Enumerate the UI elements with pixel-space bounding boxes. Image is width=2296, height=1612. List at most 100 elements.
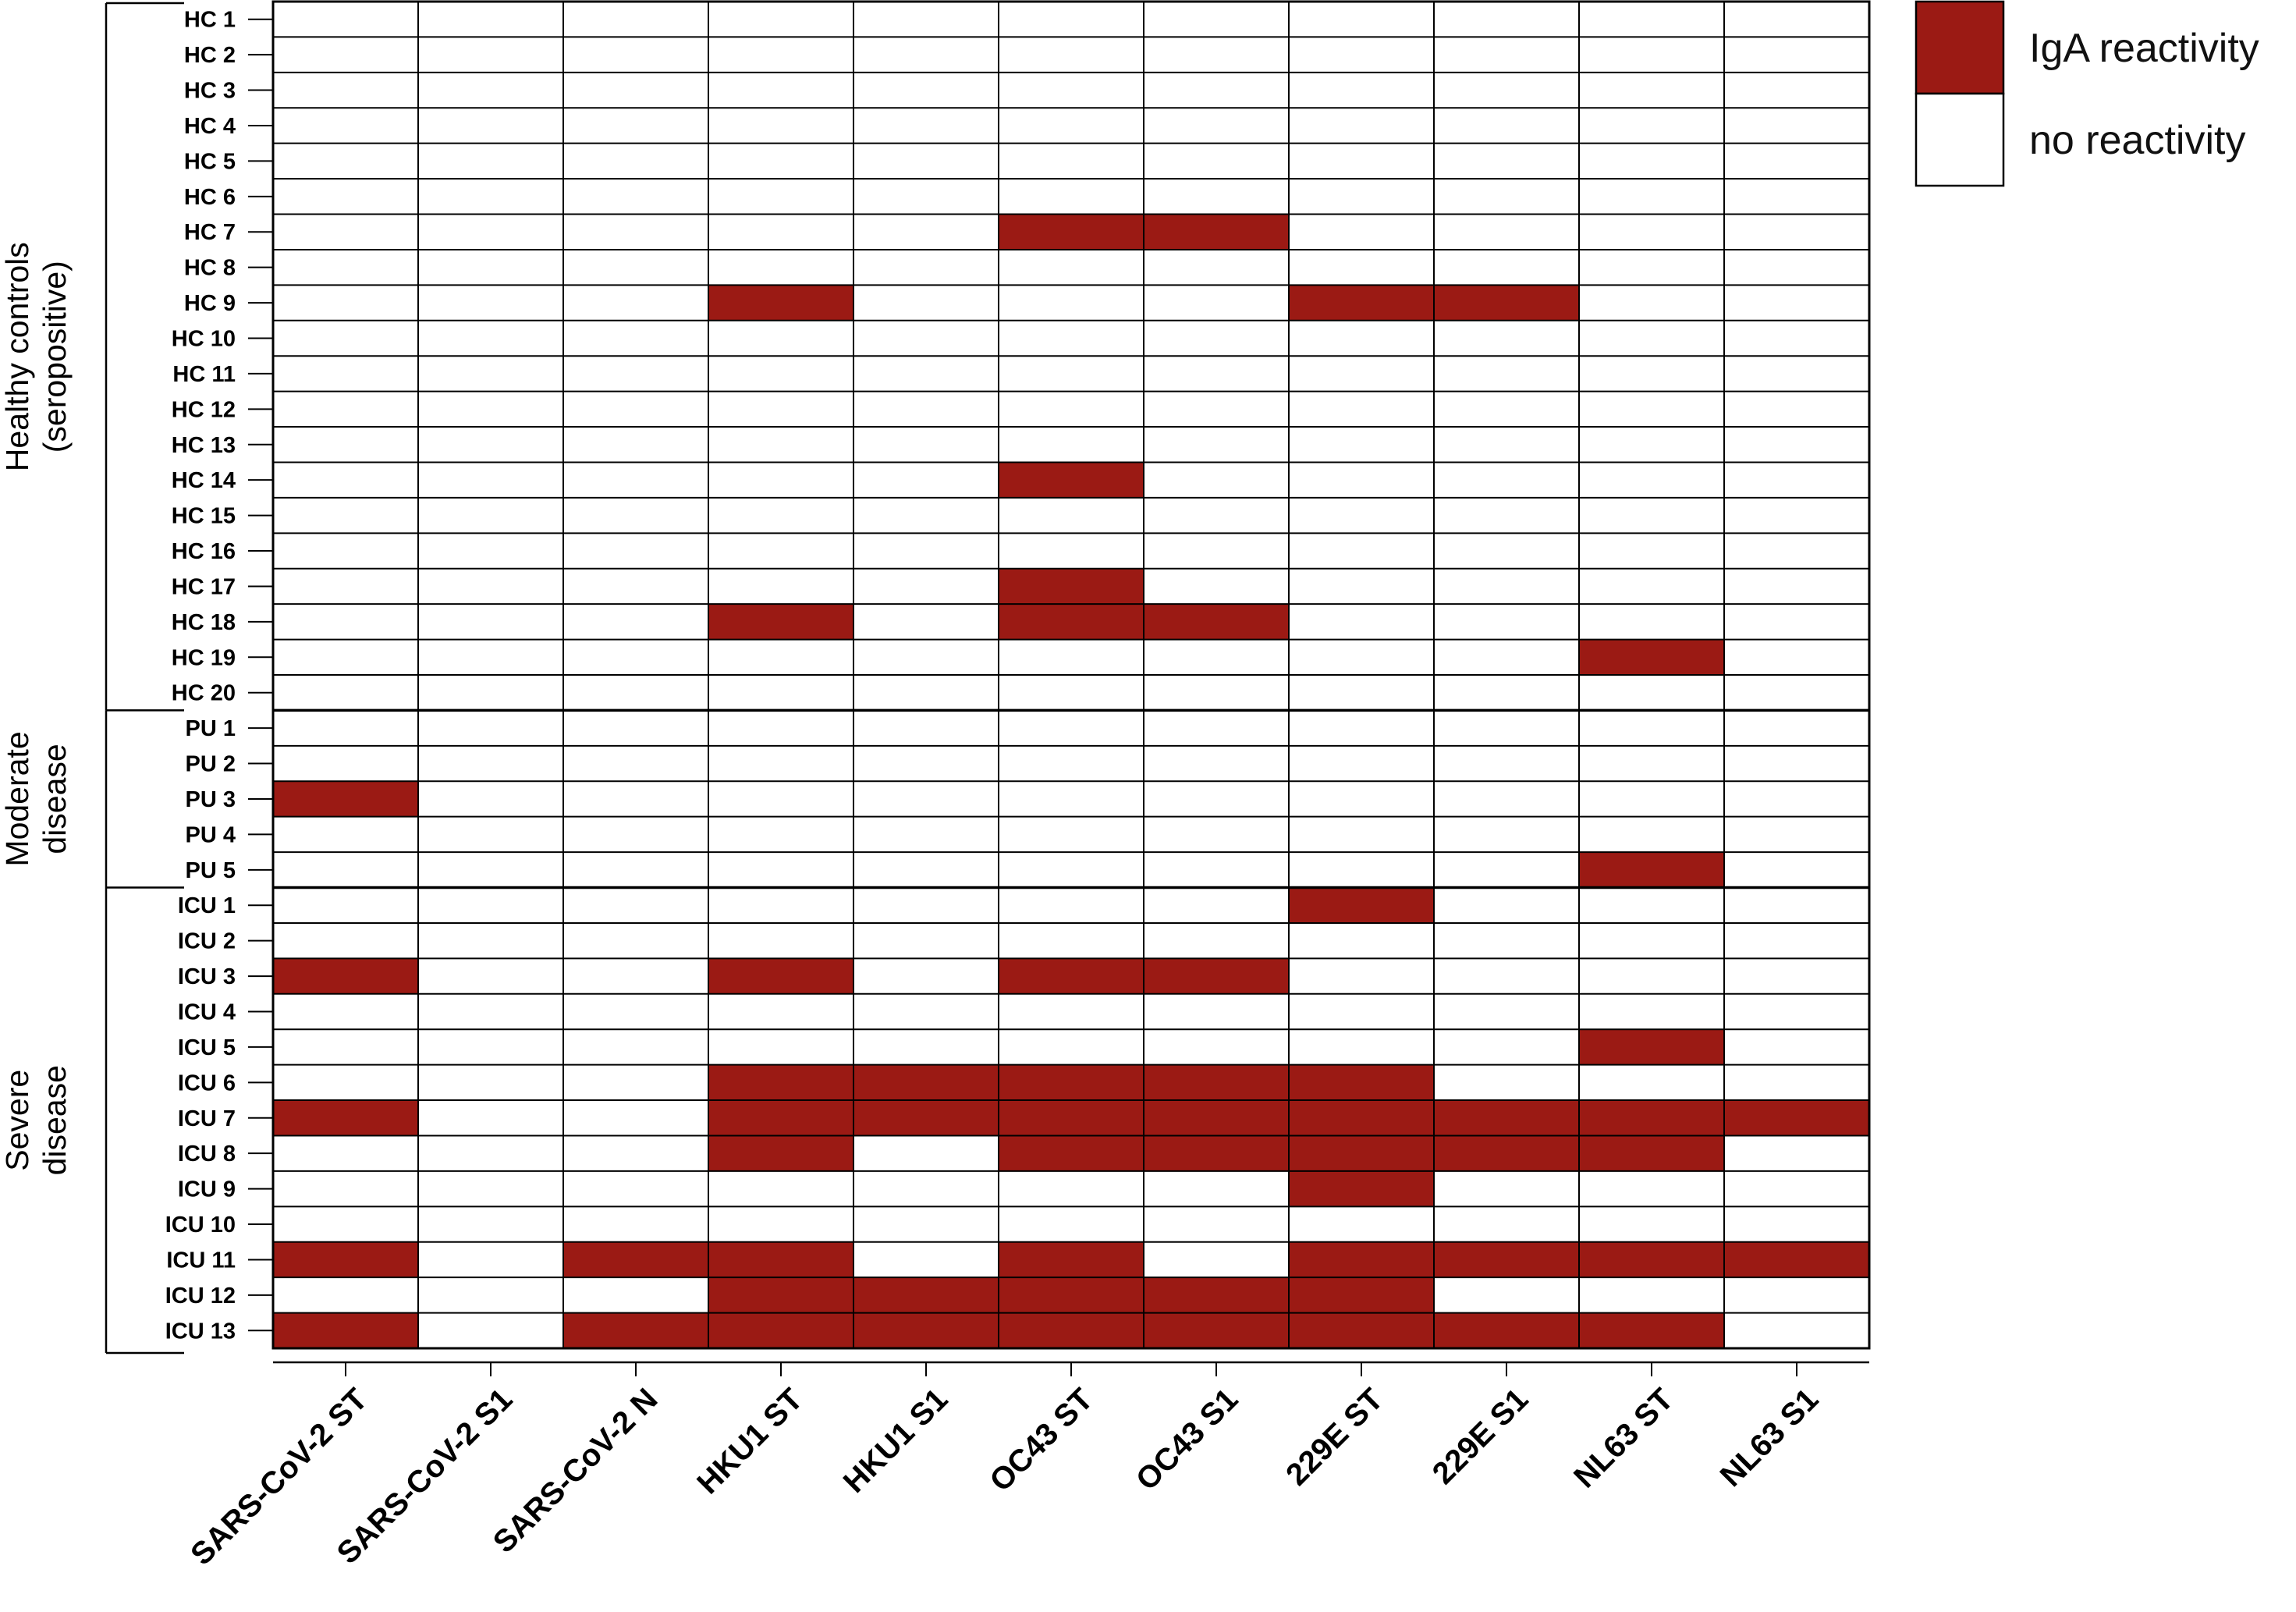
column-label-229e-st: 229E ST [1279,1382,1389,1492]
column-label-oc43-st: OC43 ST [983,1382,1099,1498]
cell-icu-10-nl63-s1 [1724,1206,1869,1242]
cell-hc-17-229e-st [1289,568,1434,605]
cell-hc-16-nl63-s1 [1724,533,1869,569]
cell-hc-12-nl63-st [1579,391,1724,428]
cell-hc-19-nl63-s1 [1724,639,1869,675]
cell-pu-1-oc43-s1 [1144,710,1289,746]
cell-hc-18-hku1-s1 [853,604,999,640]
cell-hc-2-sars-cov-2-s1 [418,37,563,73]
cell-hc-19-nl63-st [1579,639,1724,675]
cell-hc-17-oc43-st [999,568,1144,605]
cell-icu-10-oc43-s1 [1144,1206,1289,1242]
cell-hc-1-oc43-s1 [1144,2,1289,37]
cell-pu-1-oc43-st [999,710,1144,746]
cell-hc-7-oc43-s1 [1144,214,1289,250]
cell-icu-1-sars-cov-2-n [563,887,708,923]
row-label-hc-11: HC 11 [172,362,236,387]
cell-icu-6-oc43-s1 [1144,1064,1289,1101]
cell-hc-9-oc43-s1 [1144,285,1289,321]
cell-icu-3-nl63-st [1579,958,1724,994]
cell-hc-10-oc43-st [999,320,1144,357]
cell-pu-3-nl63-s1 [1724,781,1869,817]
cell-hc-1-nl63-s1 [1724,2,1869,37]
cell-hc-12-nl63-s1 [1724,391,1869,428]
cell-hc-17-nl63-s1 [1724,568,1869,605]
cell-hc-3-oc43-s1 [1144,72,1289,108]
cell-pu-2-sars-cov-2-st [273,745,418,782]
cell-icu-4-oc43-s1 [1144,993,1289,1030]
cell-hc-8-oc43-s1 [1144,249,1289,286]
cell-hc-6-oc43-st [999,179,1144,215]
cell-hc-8-229e-s1 [1434,249,1579,286]
cell-pu-1-hku1-s1 [853,710,999,746]
row-label-hc-18: HC 18 [172,610,236,635]
cell-pu-2-sars-cov-2-n [563,745,708,782]
cell-hc-10-oc43-s1 [1144,320,1289,357]
cell-hc-13-hku1-st [708,427,853,463]
cell-icu-5-oc43-s1 [1144,1029,1289,1065]
row-label-hc-7: HC 7 [184,220,236,245]
cell-icu-9-sars-cov-2-st [273,1170,418,1207]
cell-hc-20-sars-cov-2-n [563,675,708,711]
cell-hc-14-hku1-s1 [853,462,999,498]
cell-icu-9-229e-s1 [1434,1170,1579,1207]
cell-icu-11-oc43-st [999,1241,1144,1278]
cell-hc-10-hku1-st [708,320,853,357]
row-label-pu-1: PU 1 [186,716,236,741]
cell-icu-5-sars-cov-2-n [563,1029,708,1065]
cell-hc-6-nl63-s1 [1724,179,1869,215]
cell-icu-10-229e-st [1289,1206,1434,1242]
cell-hc-2-sars-cov-2-n [563,37,708,73]
cell-hc-6-229e-st [1289,179,1434,215]
cell-hc-12-hku1-st [708,391,853,428]
row-label-hc-15: HC 15 [172,504,236,529]
cell-hc-11-229e-s1 [1434,356,1579,392]
cell-icu-5-229e-st [1289,1029,1434,1065]
cell-icu-6-hku1-st [708,1064,853,1101]
cell-pu-1-nl63-s1 [1724,710,1869,746]
row-label-hc-17: HC 17 [172,574,236,599]
cell-hc-18-hku1-st [708,604,853,640]
cell-hc-18-sars-cov-2-n [563,604,708,640]
row-label-hc-6: HC 6 [184,185,236,210]
cell-icu-9-sars-cov-2-n [563,1170,708,1207]
cell-hc-16-229e-s1 [1434,533,1579,569]
cell-hc-18-oc43-st [999,604,1144,640]
cell-icu-5-sars-cov-2-st [273,1029,418,1065]
cell-hc-15-229e-s1 [1434,497,1579,534]
cell-hc-8-229e-st [1289,249,1434,286]
cell-hc-13-oc43-st [999,427,1144,463]
row-label-icu-12: ICU 12 [165,1284,236,1308]
cell-icu-7-229e-st [1289,1100,1434,1136]
cell-icu-2-hku1-s1 [853,922,999,959]
cell-hc-2-sars-cov-2-st [273,37,418,73]
grid-border [271,0,1871,1350]
cell-icu-2-sars-cov-2-st [273,922,418,959]
cell-hc-4-nl63-s1 [1724,108,1869,144]
cell-hc-10-sars-cov-2-n [563,320,708,357]
cell-hc-6-hku1-st [708,179,853,215]
cell-icu-11-nl63-s1 [1724,1241,1869,1278]
cell-hc-19-oc43-st [999,639,1144,675]
cell-pu-1-sars-cov-2-s1 [418,710,563,746]
cell-hc-3-229e-st [1289,72,1434,108]
cell-pu-4-sars-cov-2-st [273,816,418,853]
cell-icu-8-oc43-s1 [1144,1135,1289,1171]
cell-hc-1-229e-st [1289,2,1434,37]
cell-hc-1-oc43-st [999,2,1144,37]
cell-pu-4-229e-s1 [1434,816,1579,853]
cell-icu-12-nl63-st [1579,1277,1724,1313]
cell-hc-9-oc43-st [999,285,1144,321]
row-label-icu-13: ICU 13 [165,1319,236,1344]
cell-icu-8-nl63-s1 [1724,1135,1869,1171]
group-label-healthy-controls-seropositive: Healthy controls [0,242,35,471]
cell-hc-18-oc43-s1 [1144,604,1289,640]
cell-pu-5-sars-cov-2-n [563,852,708,888]
column-label-229e-s1: 229E S1 [1426,1382,1535,1491]
heatmap-gridlines [271,0,1871,1350]
cell-icu-5-oc43-st [999,1029,1144,1065]
cell-hc-4-229e-s1 [1434,108,1579,144]
cell-icu-8-229e-s1 [1434,1135,1579,1171]
cell-hc-20-oc43-s1 [1144,675,1289,711]
row-label-pu-2: PU 2 [186,752,236,777]
